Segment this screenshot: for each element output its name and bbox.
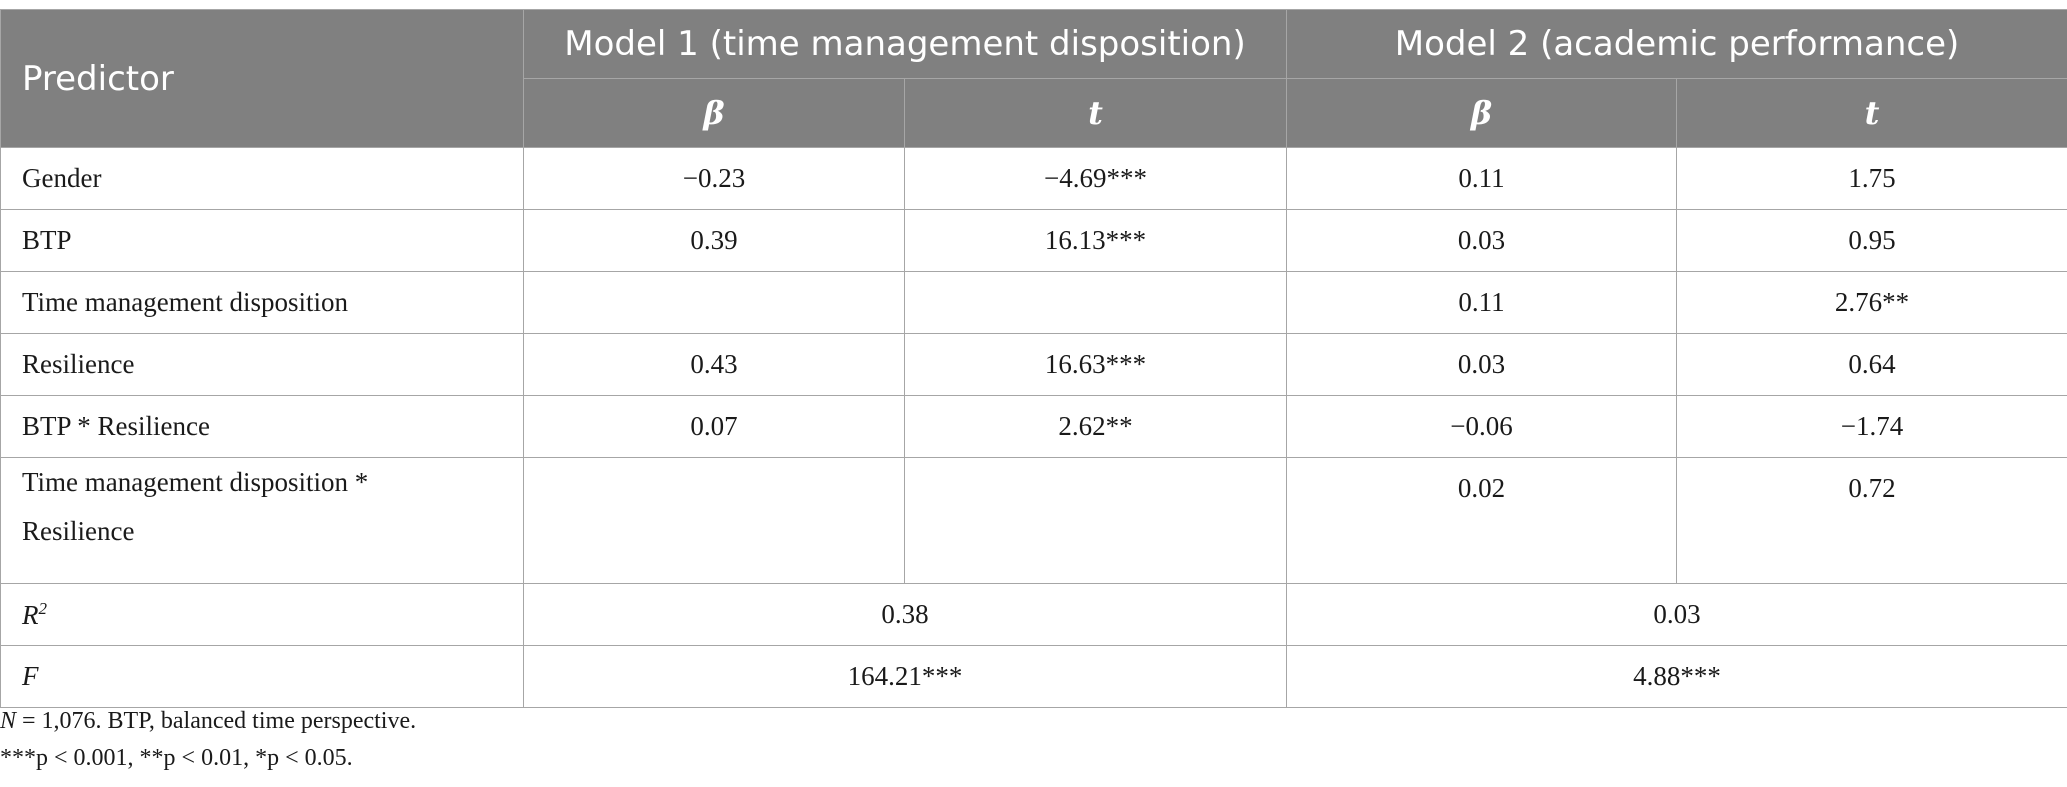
- table-row: Time management disposition * Resilience …: [0, 457, 2067, 584]
- table-notes: N = 1,076. BTP, balanced time perspectiv…: [0, 703, 416, 777]
- significance-note: ***p < 0.001, **p < 0.01, *p < 0.05.: [0, 745, 353, 771]
- f-row: F 164.21*** 4.88***: [0, 645, 2067, 708]
- model2-beta-cell: 0.02: [1286, 457, 1677, 584]
- header-row: Predictor Model 1 (time management dispo…: [0, 9, 2067, 148]
- model1-t-cell: 16.63***: [904, 333, 1287, 396]
- r-squared-letter: R: [22, 599, 39, 630]
- model2-t-cell: 1.75: [1675, 147, 2067, 210]
- subheader-row: β t β t: [1, 78, 2067, 148]
- model2-t-cell: 0.64: [1675, 333, 2067, 396]
- table-row: BTP 0.39 16.13*** 0.03 0.95: [0, 209, 2067, 272]
- model1-beta-header: β: [523, 78, 905, 148]
- model2-header: Model 2 (academic performance): [1285, 9, 2067, 79]
- model2-beta-cell: 0.11: [1286, 271, 1677, 334]
- sample-size-text: = 1,076. BTP, balanced time perspective.: [16, 708, 417, 734]
- model1-beta-cell: [523, 271, 905, 334]
- model1-t-cell: [904, 271, 1287, 334]
- sample-size-note: N = 1,076. BTP, balanced time perspectiv…: [0, 703, 416, 740]
- predictor-header: Predictor: [0, 9, 524, 148]
- table-row: Time management disposition 0.11 2.76**: [0, 271, 2067, 334]
- table-row: Gender −0.23 −4.69*** 0.11 1.75: [0, 147, 2067, 210]
- model1-beta-cell: −0.23: [523, 147, 905, 210]
- model2-t-cell: 2.76**: [1675, 271, 2067, 334]
- table-row: Resilience 0.43 16.63*** 0.03 0.64: [0, 333, 2067, 396]
- table-row: BTP * Resilience 0.07 2.62** −0.06 −1.74: [0, 395, 2067, 458]
- f-label: F: [0, 645, 524, 708]
- model2-beta-cell: 0.03: [1286, 333, 1677, 396]
- model1-f: 164.21***: [523, 645, 1287, 708]
- model2-f: 4.88***: [1285, 645, 2067, 708]
- regression-table: Predictor Model 1 (time management dispo…: [0, 9, 2067, 708]
- model2-r-squared: 0.03: [1285, 583, 2067, 646]
- predictor-cell: BTP * Resilience: [0, 395, 524, 458]
- model1-r-squared: 0.38: [523, 583, 1287, 646]
- model1-beta-cell: 0.43: [523, 333, 905, 396]
- model2-beta-cell: −0.06: [1286, 395, 1677, 458]
- model2-beta-header: β: [1286, 78, 1677, 148]
- r-squared-superscript: 2: [38, 598, 48, 618]
- model1-beta-cell: [523, 457, 905, 584]
- predictor-label-line2: Resilience: [22, 516, 135, 546]
- predictor-cell: Gender: [0, 147, 524, 210]
- predictor-label-line1: Time management disposition *: [22, 467, 369, 497]
- predictor-cell: Resilience: [0, 333, 524, 396]
- predictor-cell: Time management disposition * Resilience: [0, 457, 524, 584]
- model1-beta-cell: 0.07: [523, 395, 905, 458]
- model2-beta-cell: 0.11: [1286, 147, 1677, 210]
- predictor-cell: Time management disposition: [0, 271, 524, 334]
- model2-t-cell: 0.95: [1675, 209, 2067, 272]
- model1-t-cell: 16.13***: [904, 209, 1287, 272]
- model1-header: Model 1 (time management disposition): [523, 9, 1287, 79]
- r-squared-row: R2 0.38 0.03: [0, 583, 2067, 646]
- n-symbol: N: [0, 708, 17, 734]
- model2-t-cell: 0.72: [1675, 457, 2067, 584]
- model2-t-cell: −1.74: [1675, 395, 2067, 458]
- model2-t-header: t: [1675, 78, 2067, 148]
- r-squared-label: R2: [0, 583, 524, 646]
- model1-t-cell: 2.62**: [904, 395, 1287, 458]
- model1-t-cell: −4.69***: [904, 147, 1287, 210]
- model1-t-cell: [904, 457, 1287, 584]
- predictor-cell: BTP: [0, 209, 524, 272]
- model2-beta-cell: 0.03: [1286, 209, 1677, 272]
- model1-t-header: t: [904, 78, 1287, 148]
- model1-beta-cell: 0.39: [523, 209, 905, 272]
